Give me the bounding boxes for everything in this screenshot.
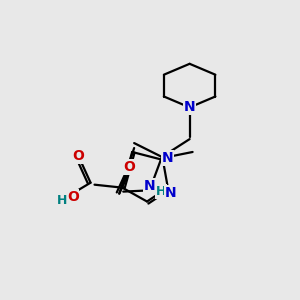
Text: H: H xyxy=(156,185,166,198)
Text: N: N xyxy=(162,151,174,165)
Text: O: O xyxy=(123,160,135,174)
Text: N: N xyxy=(144,179,156,193)
Text: O: O xyxy=(73,149,85,163)
Text: N: N xyxy=(165,186,177,200)
Text: N: N xyxy=(184,100,195,114)
Text: H: H xyxy=(57,194,67,207)
Text: O: O xyxy=(67,190,79,204)
